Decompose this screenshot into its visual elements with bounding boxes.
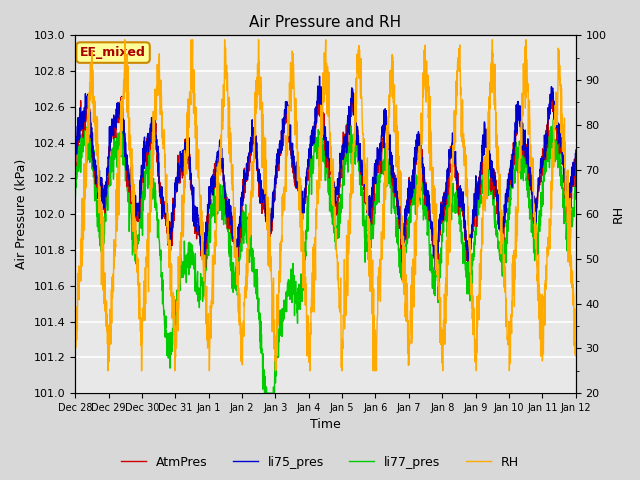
- AtmPres: [557, 144, 565, 150]
- li77_pres: [97, 248, 104, 254]
- AtmPres: [301, 198, 309, 204]
- AtmPres: [315, 93, 323, 99]
- RH: [572, 339, 580, 345]
- AtmPres: [558, 152, 566, 157]
- li77_pres: [558, 177, 566, 182]
- li75_pres: [558, 134, 566, 140]
- Title: Air Pressure and RH: Air Pressure and RH: [250, 15, 401, 30]
- li77_pres: [118, 110, 125, 116]
- li77_pres: [316, 163, 323, 169]
- Legend: AtmPres, li75_pres, li77_pres, RH: AtmPres, li75_pres, li77_pres, RH: [116, 451, 524, 474]
- Y-axis label: RH: RH: [612, 205, 625, 223]
- AtmPres: [349, 87, 356, 93]
- li77_pres: [557, 164, 565, 170]
- AtmPres: [71, 168, 79, 173]
- X-axis label: Time: Time: [310, 419, 341, 432]
- RH: [97, 216, 104, 221]
- AtmPres: [202, 264, 209, 270]
- Line: RH: RH: [75, 40, 576, 371]
- RH: [71, 331, 79, 337]
- RH: [104, 368, 112, 373]
- li75_pres: [301, 185, 309, 191]
- li77_pres: [260, 390, 268, 396]
- RH: [121, 37, 129, 43]
- li75_pres: [431, 267, 439, 273]
- Text: EE_mixed: EE_mixed: [80, 46, 146, 59]
- li75_pres: [315, 85, 323, 91]
- RH: [557, 85, 565, 91]
- li75_pres: [71, 162, 79, 168]
- li75_pres: [316, 73, 323, 79]
- RH: [466, 246, 474, 252]
- AtmPres: [466, 239, 474, 244]
- li75_pres: [557, 139, 565, 145]
- RH: [316, 181, 323, 187]
- li75_pres: [466, 232, 474, 238]
- Line: AtmPres: AtmPres: [75, 90, 576, 267]
- li77_pres: [466, 289, 474, 295]
- Y-axis label: Air Pressure (kPa): Air Pressure (kPa): [15, 159, 28, 269]
- Line: li75_pres: li75_pres: [75, 76, 576, 270]
- li75_pres: [572, 152, 580, 157]
- AtmPres: [572, 147, 580, 153]
- RH: [558, 97, 566, 103]
- li77_pres: [572, 181, 580, 187]
- RH: [302, 300, 310, 306]
- li77_pres: [71, 173, 79, 179]
- AtmPres: [97, 185, 104, 191]
- li77_pres: [302, 253, 310, 259]
- li75_pres: [97, 177, 104, 182]
- Line: li77_pres: li77_pres: [75, 113, 576, 393]
